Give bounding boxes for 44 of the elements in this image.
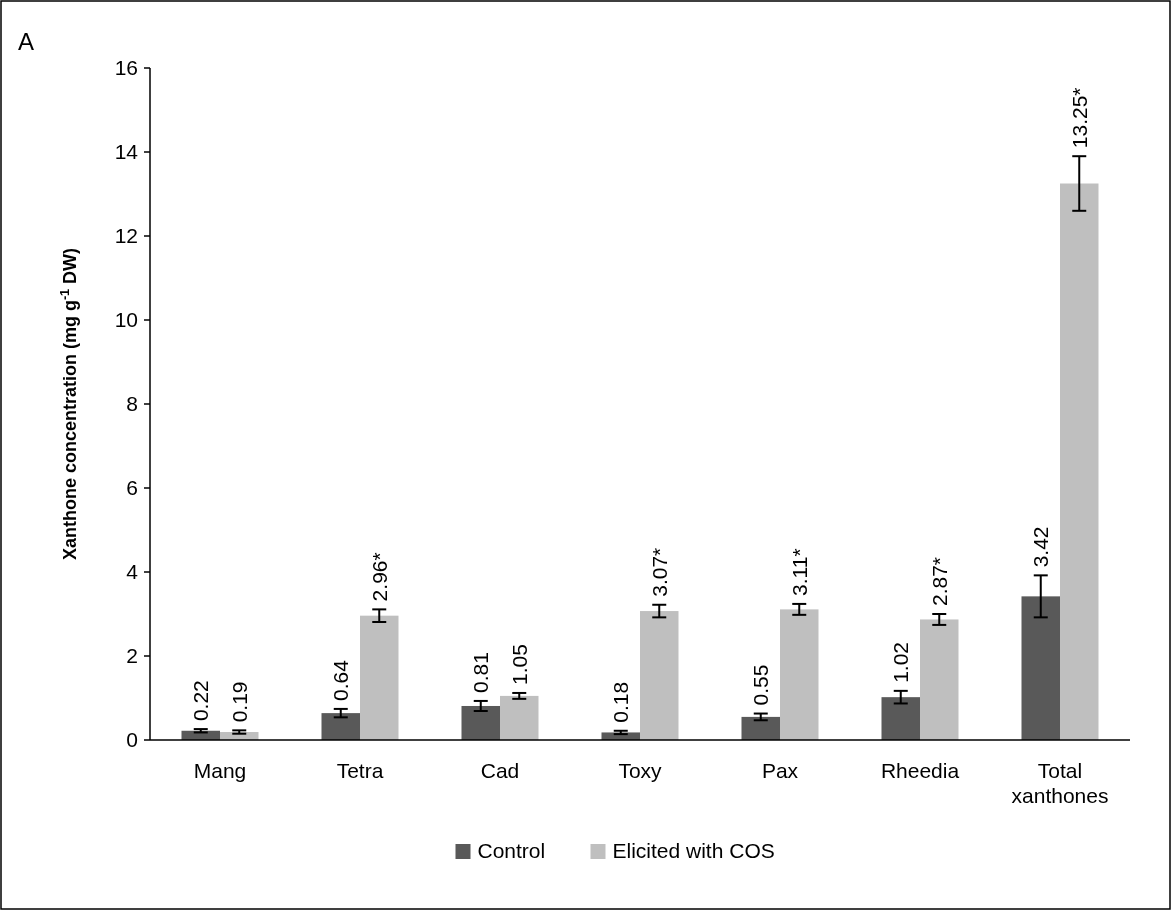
legend-label: Control — [477, 839, 546, 862]
x-tick-label: Total xanthones — [1011, 759, 1109, 807]
bar — [1021, 596, 1060, 740]
bar — [461, 705, 500, 740]
y-tick-label: 12 — [114, 224, 138, 248]
y-tick-label: 0 — [126, 728, 138, 752]
data-label: 1.02 — [889, 641, 913, 683]
data-label: 0.18 — [609, 681, 633, 723]
y-tick-label: 8 — [126, 392, 138, 416]
data-label: 1.05 — [507, 644, 531, 685]
data-label: 0.19 — [227, 681, 251, 723]
y-tick-label: 4 — [126, 560, 139, 584]
data-label: 0.55 — [749, 664, 773, 706]
x-tick-label: Tetra — [336, 759, 384, 782]
bar — [1060, 183, 1099, 740]
data-label: 3.42 — [1029, 526, 1053, 568]
legend-label: Elicited with COS — [612, 839, 775, 862]
bar — [881, 697, 920, 740]
y-tick-label: 16 — [114, 56, 138, 80]
bar — [640, 611, 679, 740]
x-tick-label: Mang — [193, 759, 247, 782]
bar — [741, 716, 780, 740]
bar — [780, 609, 819, 740]
x-tick-label: Cad — [480, 759, 520, 782]
data-label: 13.25* — [1067, 87, 1091, 149]
x-tick-label: Toxy — [618, 759, 663, 782]
y-tick-label: 2 — [126, 644, 138, 668]
data-label: 2.96* — [367, 552, 391, 602]
y-tick-label: 10 — [114, 308, 138, 332]
data-label: 3.07* — [647, 547, 671, 597]
data-label: 0.81 — [469, 652, 493, 693]
y-tick-label: 14 — [114, 140, 139, 164]
bar — [920, 619, 959, 740]
data-label: 0.22 — [189, 680, 213, 722]
x-tick-label: Pax — [761, 759, 799, 782]
bar — [500, 695, 539, 740]
text: A — [18, 28, 35, 55]
data-label: 2.87* — [927, 556, 951, 606]
bar — [321, 713, 360, 740]
x-tick-label: Rheedia — [880, 759, 960, 782]
data-label: 0.64 — [329, 659, 353, 701]
data-label: 3.11* — [787, 548, 811, 596]
bar — [360, 615, 399, 740]
y-tick-label: 6 — [126, 476, 138, 500]
